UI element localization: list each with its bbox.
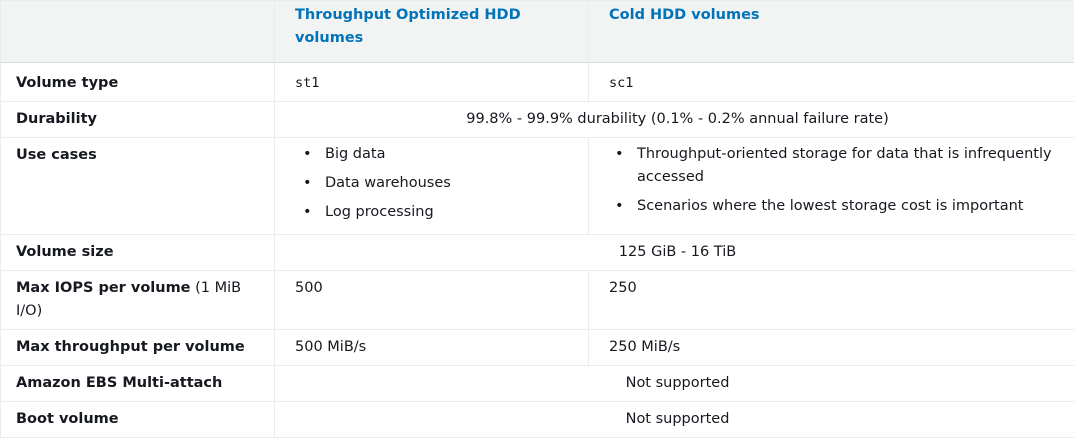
row-use-cases: Use cases •Big data •Data warehouses •Lo…: [1, 138, 1074, 235]
sc1-use-case-list: •Throughput-oriented storage for data th…: [607, 143, 1060, 218]
st1-use-cases: •Big data •Data warehouses •Log processi…: [275, 138, 589, 235]
row-label-max-iops: Max IOPS per volume (1 MiB I/O): [1, 271, 275, 330]
bullet-icon: •: [303, 201, 312, 224]
st1-use-case-list: •Big data •Data warehouses •Log processi…: [295, 143, 574, 224]
header-sc1: Cold HDD volumes: [589, 1, 1074, 63]
sc1-max-throughput: 250 MiB/s: [589, 330, 1074, 366]
st1-max-iops: 500: [275, 271, 589, 330]
row-label-volume-size: Volume size: [1, 235, 275, 271]
list-item: •Log processing: [325, 201, 574, 224]
row-volume-type: Volume type st1 sc1: [1, 63, 1074, 102]
list-item: •Throughput-oriented storage for data th…: [637, 143, 1060, 189]
header-row: Throughput Optimized HDD volumes Cold HD…: [1, 1, 1074, 63]
row-multi-attach: Amazon EBS Multi-attach Not supported: [1, 366, 1074, 402]
row-volume-size: Volume size 125 GiB - 16 TiB: [1, 235, 1074, 271]
row-max-throughput: Max throughput per volume 500 MiB/s 250 …: [1, 330, 1074, 366]
durability-value: 99.8% - 99.9% durability (0.1% - 0.2% an…: [275, 102, 1074, 138]
row-label-volume-type: Volume type: [1, 63, 275, 102]
sc1-volume-type: sc1: [589, 63, 1074, 102]
row-label-durability: Durability: [1, 102, 275, 138]
list-item: •Big data: [325, 143, 574, 166]
header-feature-cell: [1, 1, 275, 63]
multi-attach-value: Not supported: [275, 366, 1074, 402]
row-max-iops: Max IOPS per volume (1 MiB I/O) 500 250: [1, 271, 1074, 330]
header-st1: Throughput Optimized HDD volumes: [275, 1, 589, 63]
row-label-multi-attach: Amazon EBS Multi-attach: [1, 366, 275, 402]
bullet-icon: •: [303, 172, 312, 195]
st1-volume-type: st1: [275, 63, 589, 102]
bullet-icon: •: [615, 143, 624, 166]
bullet-icon: •: [615, 195, 624, 218]
volume-size-value: 125 GiB - 16 TiB: [275, 235, 1074, 271]
bullet-icon: •: [303, 143, 312, 166]
list-item: •Scenarios where the lowest storage cost…: [637, 195, 1060, 218]
row-label-max-throughput: Max throughput per volume: [1, 330, 275, 366]
st1-max-throughput: 500 MiB/s: [275, 330, 589, 366]
row-label-use-cases: Use cases: [1, 138, 275, 235]
row-durability: Durability 99.8% - 99.9% durability (0.1…: [1, 102, 1074, 138]
sc1-max-iops: 250: [589, 271, 1074, 330]
list-item: •Data warehouses: [325, 172, 574, 195]
sc1-use-cases: •Throughput-oriented storage for data th…: [589, 138, 1074, 235]
